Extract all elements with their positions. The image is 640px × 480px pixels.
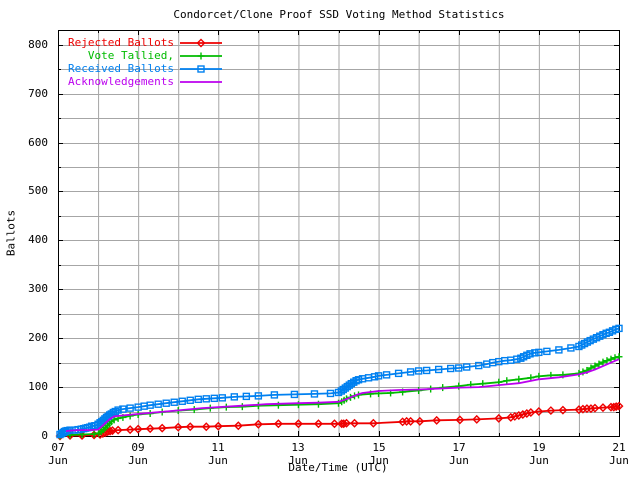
legend: Rejected Ballots Vote Tallied, Received … <box>62 36 224 88</box>
x-tick-label: 21 Jun <box>609 441 629 467</box>
series-received-ballots <box>56 324 623 439</box>
y-axis-title: Ballots <box>4 209 18 257</box>
series-acknowledgements <box>65 358 620 432</box>
y-tick-label: 400 <box>28 233 48 246</box>
y-tick-label: 0 <box>41 429 48 442</box>
y-tick-label: 800 <box>28 38 48 51</box>
series-vote-tallied <box>56 353 623 440</box>
legend-sample-received-line-icon <box>180 64 222 73</box>
legend-sample-acknowledgements-line-icon <box>180 80 222 83</box>
legend-label-rejected: Rejected Ballots <box>68 36 174 49</box>
x-tick-label: 15 Jun <box>369 441 389 467</box>
y-tick-label: 300 <box>28 282 48 295</box>
y-tick-label: 100 <box>28 380 48 393</box>
series-rejected-ballots <box>55 401 624 441</box>
grid-lines <box>58 30 619 436</box>
legend-label-received: Received Ballots <box>68 62 174 75</box>
x-tick-label: 17 Jun <box>449 441 469 467</box>
legend-sample-tallied-line-icon <box>180 52 222 59</box>
x-tick-label: 07 Jun <box>48 441 68 467</box>
chart-title: Condorcet/Clone Proof SSD Voting Method … <box>173 8 505 21</box>
y-tick-label: 600 <box>28 136 48 149</box>
x-tick-label: 11 Jun <box>208 441 228 467</box>
legend-label-tallied: Vote Tallied, <box>87 49 174 62</box>
legend-item: Received Ballots <box>62 62 224 75</box>
legend-item: Vote Tallied, <box>62 49 224 62</box>
legend-item: Rejected Ballots <box>62 36 224 49</box>
x-axis-title: Date/Time (UTC) <box>288 461 388 474</box>
series-line <box>65 358 620 432</box>
x-tick-label: 09 Jun <box>128 441 148 467</box>
legend-item: Acknowledgements <box>62 75 224 88</box>
legend-sample-rejected-line-icon <box>180 38 222 47</box>
y-tick-label: 500 <box>28 184 48 197</box>
y-tick-label: 200 <box>28 331 48 344</box>
legend-label-acknowledgements: Acknowledgements <box>68 75 174 88</box>
x-tick-label: 19 Jun <box>529 441 549 467</box>
x-tick-label: 13 Jun <box>288 441 308 467</box>
y-tick-label: 700 <box>28 87 48 100</box>
